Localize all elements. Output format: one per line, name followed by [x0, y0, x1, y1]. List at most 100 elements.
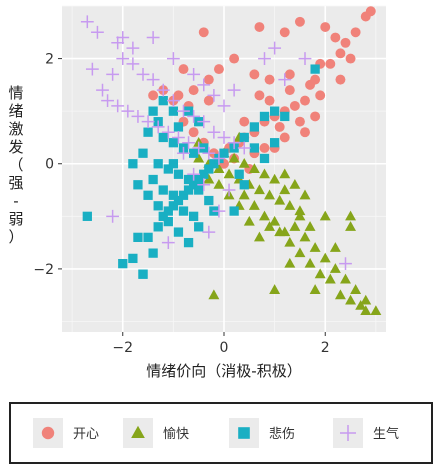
data-point-plus: [161, 236, 175, 250]
data-point-square: [183, 174, 194, 185]
data-point-square: [280, 111, 290, 122]
data-point-square: [168, 106, 179, 116]
legend-marker-plus: [340, 425, 356, 441]
data-point-circle: [239, 116, 250, 127]
data-point-square: [173, 195, 184, 206]
data-point-triangle: [360, 294, 372, 305]
y-tick-label: 0: [45, 157, 54, 173]
data-point-plus: [116, 52, 130, 65]
data-point-square: [148, 174, 158, 185]
data-point-circle: [320, 22, 331, 32]
data-point-square: [133, 232, 143, 242]
data-point-triangle: [289, 221, 301, 231]
data-point-circle: [335, 48, 346, 59]
data-point-plus: [197, 178, 211, 192]
data-point-square: [143, 232, 153, 242]
data-point-square: [143, 127, 153, 137]
data-point-circle: [148, 90, 159, 101]
data-point-plus: [166, 94, 180, 108]
data-point-plus: [96, 83, 109, 97]
x-tick-label: 2: [321, 340, 330, 356]
data-point-circle: [229, 53, 240, 64]
data-point-square: [239, 180, 249, 190]
data-point-circle: [310, 74, 321, 85]
data-point-triangle: [203, 173, 215, 184]
data-point-plus: [136, 67, 150, 81]
data-point-square: [259, 153, 270, 164]
data-point-plus: [131, 110, 145, 123]
data-point-square: [168, 201, 179, 211]
data-point-plus: [217, 99, 231, 113]
scatter-plot: −2 0 2 −2 0 2 情绪价向（消极-积极） 情绪激发（强-弱）: [8, 5, 386, 380]
data-point-plus: [227, 83, 241, 97]
data-point-triangle: [370, 305, 382, 315]
data-point-square: [173, 227, 184, 237]
legend-items: 开心 愉快 悲伤 生气: [33, 418, 399, 448]
data-point-square: [133, 180, 143, 190]
data-point-square: [269, 138, 280, 148]
legend-label: 悲伤: [269, 426, 295, 442]
data-point-square: [82, 211, 92, 221]
data-point-square: [239, 132, 249, 143]
data-point-triangle: [274, 226, 286, 237]
data-point-circle: [284, 69, 295, 80]
data-point-circle: [259, 143, 270, 153]
data-point-triangle: [324, 273, 336, 284]
data-point-plus: [161, 125, 175, 139]
data-point-circle: [178, 64, 189, 75]
data-point-triangle: [314, 268, 326, 279]
legend-item-2: 愉快: [123, 418, 189, 448]
data-point-plus: [202, 146, 216, 160]
data-point-square: [128, 253, 138, 264]
data-point-square: [118, 259, 128, 269]
data-point-circle: [289, 100, 300, 111]
data-point-circle: [300, 95, 310, 106]
data-point-triangle: [345, 294, 357, 305]
data-point-square: [269, 106, 280, 116]
data-point-circle: [274, 121, 285, 132]
data-point-circle: [264, 95, 275, 106]
data-point-triangle: [253, 184, 265, 195]
data-point-triangle: [248, 200, 260, 210]
data-point-plus: [339, 257, 352, 271]
data-point-triangle: [294, 205, 306, 216]
data-point-square: [148, 106, 158, 116]
data-point-circle: [188, 127, 199, 138]
data-point-plus: [101, 94, 114, 108]
x-tick-label: 0: [220, 340, 229, 356]
data-point-square: [199, 169, 209, 179]
data-point-plus: [197, 115, 211, 129]
data-point-square: [168, 190, 179, 200]
data-point-triangle: [294, 247, 306, 258]
data-point-circle: [203, 95, 214, 106]
data-point-plus: [258, 52, 271, 65]
legend-item-3: 悲伤: [229, 418, 295, 448]
data-point-plus: [80, 15, 94, 29]
data-point-circle: [345, 53, 356, 64]
data-point-square: [153, 222, 163, 232]
data-point-circle: [310, 111, 321, 122]
data-point-triangle: [213, 179, 225, 189]
data-point-triangle: [238, 189, 250, 200]
data-point-circle: [279, 27, 290, 38]
data-point-square: [204, 164, 214, 174]
data-point-triangle: [193, 152, 205, 163]
data-point-square: [138, 148, 148, 158]
data-point-square: [148, 248, 158, 258]
data-point-square: [128, 159, 138, 169]
data-point-square: [219, 148, 229, 158]
data-point-plus: [126, 41, 140, 55]
data-point-square: [163, 206, 173, 216]
data-point-plus: [192, 141, 206, 155]
data-point-triangle: [269, 284, 281, 294]
data-point-plus: [116, 31, 130, 44]
data-point-square: [204, 195, 214, 206]
data-point-triangle: [299, 231, 311, 242]
data-point-triangle: [319, 210, 331, 221]
data-point-circle: [294, 16, 305, 27]
data-point-plus: [141, 115, 155, 129]
data-point-square: [138, 269, 148, 279]
data-point-triangle: [304, 257, 316, 268]
data-point-triangle: [304, 221, 316, 231]
data-point-square: [178, 206, 189, 216]
